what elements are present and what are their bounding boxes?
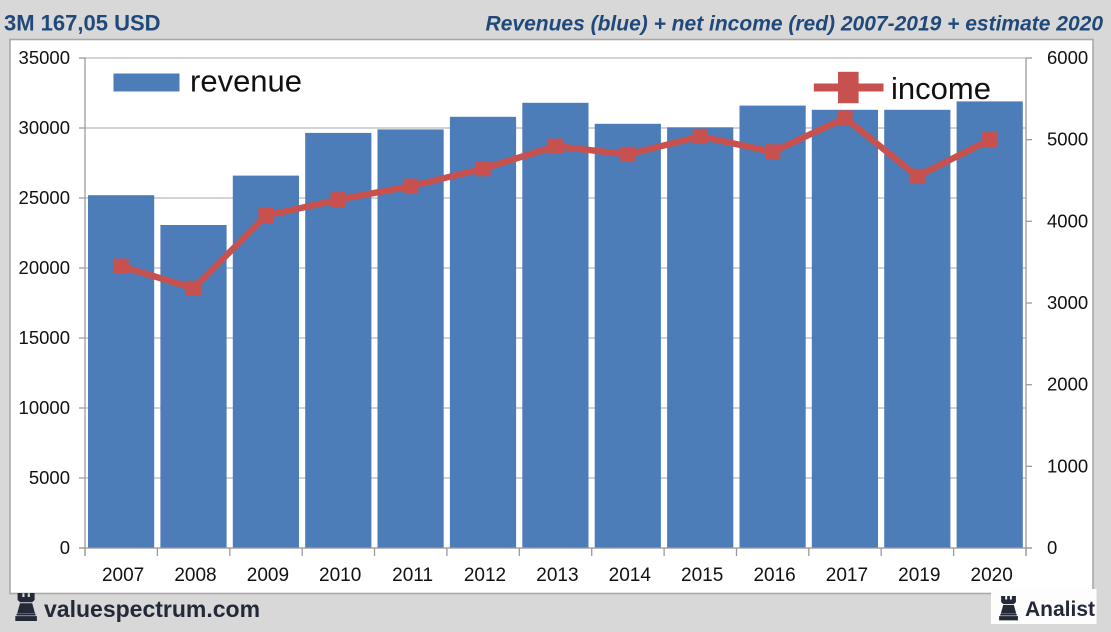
svg-text:15000: 15000 (19, 327, 70, 348)
svg-text:0: 0 (1047, 537, 1057, 558)
svg-text:income: income (891, 71, 991, 106)
svg-text:2000: 2000 (1047, 374, 1088, 395)
svg-text:2015: 2015 (681, 565, 723, 586)
svg-text:20000: 20000 (19, 257, 70, 278)
svg-text:5000: 5000 (1047, 129, 1088, 150)
svg-text:Analist: Analist (1025, 598, 1095, 621)
svg-text:valuespectrum.com: valuespectrum.com (44, 596, 260, 622)
svg-text:2011: 2011 (392, 565, 433, 586)
svg-text:Revenues (blue) + net income (: Revenues (blue) + net income (red) 2007-… (486, 13, 1104, 36)
svg-text:1000: 1000 (1047, 455, 1088, 476)
svg-text:2014: 2014 (609, 565, 652, 586)
svg-text:10000: 10000 (19, 397, 70, 418)
svg-text:2013: 2013 (536, 565, 578, 586)
svg-text:2020: 2020 (971, 565, 1013, 586)
svg-text:2010: 2010 (319, 565, 361, 586)
svg-text:6000: 6000 (1047, 47, 1088, 68)
svg-text:2007: 2007 (102, 565, 144, 586)
svg-text:30000: 30000 (19, 117, 70, 138)
svg-text:25000: 25000 (19, 187, 70, 208)
svg-text:2009: 2009 (247, 565, 289, 586)
svg-text:2017: 2017 (826, 565, 868, 586)
svg-text:2016: 2016 (753, 565, 795, 586)
svg-text:0: 0 (60, 537, 70, 558)
svg-text:35000: 35000 (19, 47, 70, 68)
svg-text:2008: 2008 (174, 565, 216, 586)
svg-text:2019: 2019 (898, 565, 940, 586)
svg-text:2012: 2012 (464, 565, 506, 586)
svg-text:3000: 3000 (1047, 292, 1088, 313)
svg-text:5000: 5000 (29, 467, 70, 488)
svg-text:4000: 4000 (1047, 210, 1088, 231)
svg-text:revenue: revenue (190, 64, 302, 99)
svg-text:3M 167,05 USD: 3M 167,05 USD (4, 11, 161, 36)
